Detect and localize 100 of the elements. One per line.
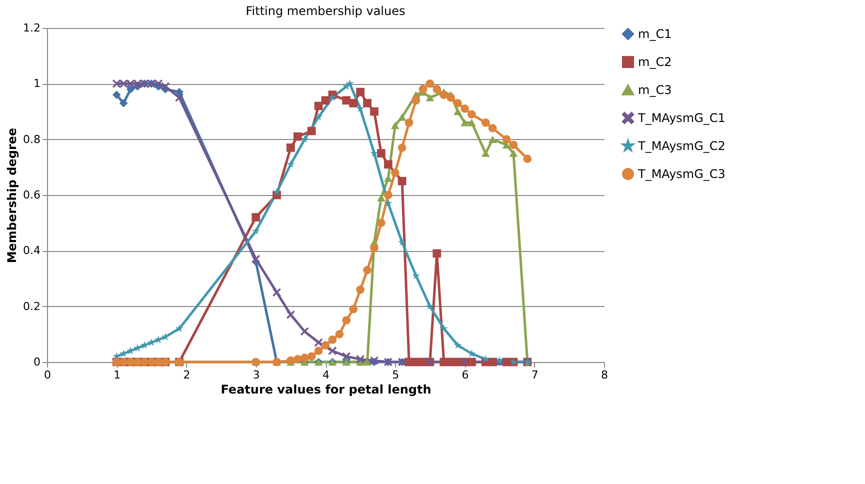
point	[468, 119, 476, 126]
point	[488, 124, 497, 132]
point	[272, 288, 281, 297]
point	[314, 338, 323, 347]
point	[454, 98, 462, 108]
point	[488, 136, 497, 143]
x-tick-label: 3	[252, 368, 260, 382]
y-tick-label: 0	[34, 356, 40, 368]
point	[307, 352, 316, 361]
legend-label: m_C1	[638, 27, 672, 41]
point	[119, 98, 128, 108]
point	[286, 160, 295, 168]
point	[384, 160, 392, 169]
point	[468, 349, 476, 358]
point	[349, 304, 358, 314]
y-tick-label: 0.2	[23, 300, 40, 313]
legend-label: T_MAysmG_C1	[637, 111, 726, 125]
point	[432, 85, 442, 94]
point	[454, 341, 462, 349]
legend-label: m_C2	[638, 55, 672, 69]
x-tick-label: 7	[531, 368, 538, 382]
point	[502, 135, 511, 144]
point	[390, 168, 400, 177]
point	[300, 135, 309, 143]
point	[363, 266, 372, 274]
point	[496, 356, 504, 364]
point	[328, 336, 337, 344]
y-tick-label: 0.8	[23, 132, 40, 146]
point	[481, 150, 490, 157]
point	[252, 254, 260, 264]
point	[509, 150, 518, 157]
point	[314, 346, 323, 356]
point	[398, 113, 406, 121]
point	[481, 118, 490, 127]
point	[293, 355, 302, 364]
x-tick-label: 6	[462, 368, 469, 382]
point	[300, 327, 309, 336]
point	[342, 352, 351, 361]
point	[272, 188, 281, 196]
point	[454, 108, 462, 116]
point	[175, 93, 184, 102]
point	[328, 346, 337, 356]
point	[252, 227, 260, 235]
legend-label: m_C3	[638, 83, 672, 97]
x-tick-label: 0	[44, 368, 51, 382]
point	[175, 88, 184, 96]
point	[161, 82, 170, 91]
point	[349, 98, 358, 108]
point	[154, 79, 163, 88]
y-tick-label: 0.4	[23, 244, 40, 258]
point	[384, 199, 392, 207]
point	[363, 358, 372, 366]
point	[286, 144, 295, 152]
point	[426, 302, 434, 310]
point	[446, 93, 456, 102]
point	[252, 213, 260, 222]
point	[426, 94, 434, 102]
point	[363, 98, 372, 108]
point	[126, 85, 135, 94]
point	[335, 330, 344, 338]
point	[370, 244, 378, 252]
point	[440, 324, 448, 332]
y-axis-title: Membership degree	[5, 128, 20, 264]
point	[426, 79, 434, 88]
x-tick-label: 1	[114, 368, 121, 382]
legend-label: T_MAysmG_C3	[637, 167, 726, 181]
point	[377, 149, 386, 158]
point	[384, 190, 392, 200]
point	[286, 310, 295, 319]
point	[328, 93, 336, 101]
x-tick-label: 8	[601, 368, 608, 382]
point	[112, 79, 121, 88]
point	[161, 332, 170, 340]
point	[404, 118, 414, 127]
point	[133, 79, 142, 88]
y-tick-label: 0.6	[23, 188, 40, 202]
legend-label: T_MAysmG_C2	[637, 139, 726, 153]
point	[412, 272, 420, 280]
point	[112, 90, 121, 99]
point	[377, 218, 386, 228]
y-tick-label: 1.2	[23, 22, 40, 34]
point	[314, 112, 323, 120]
point	[307, 126, 316, 136]
point	[370, 107, 378, 116]
point	[321, 341, 330, 350]
point	[342, 316, 351, 324]
point	[356, 285, 364, 294]
point	[509, 140, 518, 150]
point	[126, 79, 135, 88]
point	[460, 104, 469, 113]
point	[377, 194, 386, 202]
point	[370, 149, 378, 157]
point	[418, 85, 428, 94]
point	[321, 96, 330, 105]
x-tick-label: 4	[322, 368, 330, 382]
point	[356, 355, 364, 364]
chart-title: Fitting membership values	[246, 4, 406, 18]
point	[432, 249, 442, 258]
point	[523, 154, 532, 163]
y-tick-label: 1	[34, 77, 40, 90]
